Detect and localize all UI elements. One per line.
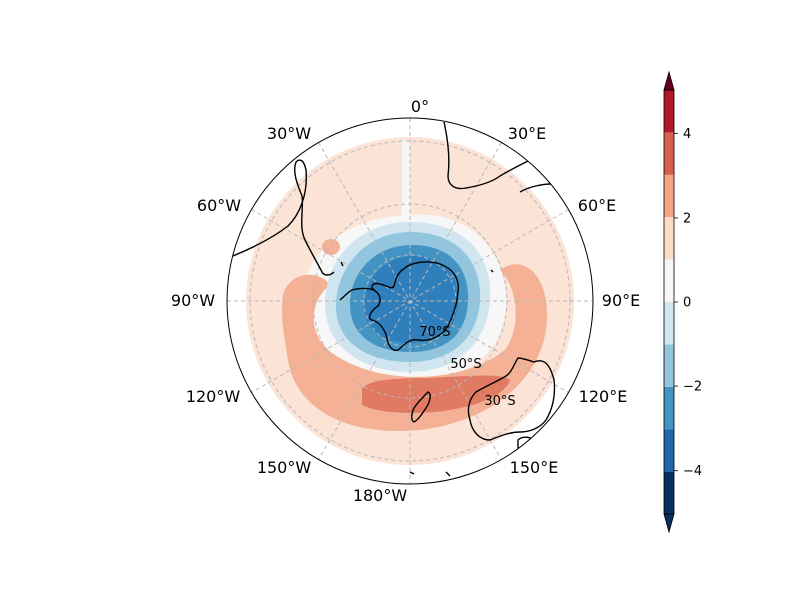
lon-label-150w: 150°W xyxy=(257,458,312,477)
colorbar-swatch xyxy=(664,217,674,260)
antarctica-coast xyxy=(368,261,459,352)
lon-label-120w: 120°W xyxy=(186,387,241,406)
colorbar-swatch xyxy=(664,471,674,514)
lon-label-180w: 180°W xyxy=(353,486,408,505)
lat-label-50s: 50°S xyxy=(450,357,481,372)
contour-pos-strong xyxy=(361,375,510,413)
graticule xyxy=(227,118,593,484)
map-boundary xyxy=(226,117,594,485)
coastlines xyxy=(227,121,556,477)
australia-coast xyxy=(467,357,556,441)
colorbar-swatch xyxy=(664,259,674,302)
islands xyxy=(340,261,494,477)
lon-label-90e: 90°E xyxy=(602,291,640,310)
cb-tick-0: 0 xyxy=(683,296,691,311)
cb-tick-4: 4 xyxy=(683,127,691,142)
colorbar-swatch xyxy=(664,344,674,387)
lon-label-60e: 60°E xyxy=(578,196,616,215)
colorbar-swatches xyxy=(664,90,674,514)
cb-tick-neg2: −2 xyxy=(683,380,702,395)
cb-tick-neg4: −4 xyxy=(683,464,702,479)
lat-label-70s: 70°S xyxy=(419,325,450,340)
polar-map: 0° 30°E 60°E 90°E 120°E 150°E 180°W 150°… xyxy=(171,97,640,505)
lon-label-60w: 60°W xyxy=(197,196,241,215)
longitude-labels: 0° 30°E 60°E 90°E 120°E 150°E 180°W 150°… xyxy=(171,97,640,505)
colorbar-swatch xyxy=(664,90,674,133)
colorbar-extend-bottom xyxy=(663,513,675,534)
lon-label-0: 0° xyxy=(411,97,429,116)
new-zealand-coast xyxy=(411,391,431,423)
colorbar-ticks xyxy=(674,132,678,472)
lat-label-30s: 30°S xyxy=(484,394,515,409)
contour-pos-blob xyxy=(322,239,340,255)
colorbar-swatch xyxy=(664,302,674,345)
tasmania-coast xyxy=(517,436,535,451)
colorbar-swatch xyxy=(664,386,674,430)
colorbar-swatch xyxy=(664,429,674,472)
lon-label-150e: 150°E xyxy=(510,458,559,477)
contour-neg-4 xyxy=(363,256,459,343)
latitude-labels: 70°S 50°S 30°S xyxy=(419,325,515,409)
contour-neg-wedge xyxy=(402,140,410,230)
africa-coast xyxy=(443,121,552,193)
colorbar-swatch xyxy=(664,174,674,218)
cb-tick-2: 2 xyxy=(683,212,691,227)
colorbar-tick-labels: 4 2 0 −2 −4 xyxy=(683,127,702,479)
antarctic-peninsula xyxy=(339,287,375,301)
colorbar-extend-top xyxy=(663,70,675,91)
colorbar-swatch xyxy=(664,132,674,175)
lon-label-120e: 120°E xyxy=(579,387,628,406)
lon-label-30e: 30°E xyxy=(508,124,546,143)
lon-label-90w: 90°W xyxy=(171,291,215,310)
south-america-coast xyxy=(227,159,335,276)
lon-label-30w: 30°W xyxy=(267,124,311,143)
colorbar: 4 2 0 −2 −4 xyxy=(663,70,702,534)
